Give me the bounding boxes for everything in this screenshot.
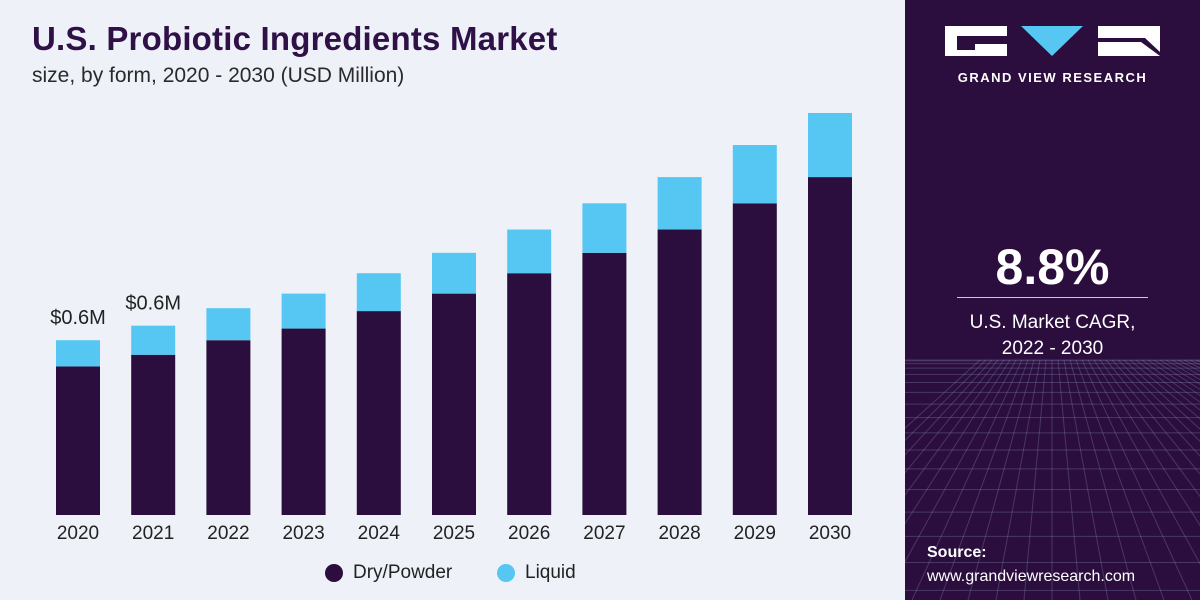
grid-line	[905, 359, 1005, 496]
chart-panel: U.S. Probiotic Ingredients Market size, …	[0, 20, 905, 592]
legend-item-dry-powder: Dry/Powder	[325, 562, 452, 584]
legend-swatch	[497, 564, 515, 582]
grid-line	[1081, 359, 1193, 600]
bar-liquid-2026	[507, 229, 552, 274]
legend-item-liquid: Liquid	[497, 562, 576, 584]
x-tick-label: 2029	[734, 523, 776, 544]
side-panel: GRAND VIEW RESEARCH 8.8% U.S. Market CAG…	[905, 0, 1200, 600]
grid-line	[1123, 359, 1200, 430]
grid-line	[1087, 359, 1200, 565]
grid-line	[1099, 359, 1200, 498]
data-label: $0.6M	[50, 307, 106, 329]
bar-liquid-2030	[808, 113, 852, 178]
x-tick-label: 2023	[282, 523, 324, 544]
brand-name: GRAND VIEW RESEARCH	[957, 70, 1148, 85]
source-url: www.grandviewresearch.com	[927, 568, 1136, 585]
chart-legend: Dry/Powder Liquid	[0, 562, 905, 592]
chart-subtitle: size, by form, 2020 - 2030 (USD Million)	[32, 64, 405, 87]
x-tick-label: 2024	[358, 523, 401, 544]
x-tick-label: 2028	[658, 523, 700, 544]
bar-dry-powder-2021	[131, 354, 176, 515]
grid-line	[1195, 359, 1200, 363]
grid-line	[1117, 359, 1200, 443]
grid-line	[905, 359, 1017, 563]
cagr-value: 8.8%	[995, 239, 1110, 295]
bar-liquid-2024	[356, 273, 401, 312]
grid-line	[911, 359, 1023, 600]
bar-liquid-2023	[281, 293, 326, 329]
legend-label: Liquid	[525, 562, 576, 583]
grid-line	[905, 359, 981, 429]
bar-dry-powder-2028	[657, 229, 702, 516]
bar-dry-powder-2026	[507, 273, 552, 515]
cagr-label-line-1: U.S. Market CAGR,	[969, 312, 1136, 333]
grid-line	[967, 359, 1035, 600]
cagr-label: U.S. Market CAGR, 2022 - 2030	[905, 310, 1200, 362]
divider	[957, 297, 1148, 298]
grid-line	[905, 359, 987, 442]
grid-line	[1023, 359, 1047, 600]
bar-dry-powder-2023	[281, 328, 326, 515]
grid-line	[1159, 359, 1200, 385]
bar-dry-powder-2024	[356, 311, 401, 515]
grand-view-research-logo	[945, 26, 1160, 56]
grid-line	[1135, 359, 1200, 411]
grid-line	[905, 359, 1011, 525]
bar-liquid-2021	[131, 325, 176, 355]
grid-line	[1075, 359, 1165, 600]
grid-line	[1177, 359, 1200, 372]
grid-line	[1111, 359, 1200, 457]
data-label: $0.6M	[125, 293, 181, 315]
grid-line	[1093, 359, 1200, 527]
bar-liquid-2022	[206, 308, 251, 341]
grid-line	[1153, 359, 1200, 391]
bar-dry-powder-2029	[732, 203, 777, 515]
grid-line	[1105, 359, 1200, 475]
bar-liquid-2029	[732, 145, 777, 204]
grid-line	[939, 359, 1029, 600]
x-tick-label: 2025	[433, 523, 475, 544]
grid-line	[995, 359, 1041, 600]
bar-liquid-2020	[56, 340, 100, 367]
grid-line	[1057, 359, 1081, 600]
cagr-label-line-2: 2022 - 2030	[1001, 338, 1104, 359]
legend-swatch	[325, 564, 343, 582]
bar-dry-powder-2022	[206, 340, 251, 515]
grid-line	[1129, 359, 1200, 420]
bar-dry-powder-2030	[808, 177, 852, 515]
bar-liquid-2028	[657, 177, 702, 230]
source-title: Source:	[927, 544, 987, 561]
grid-line	[1141, 359, 1200, 403]
grid-line	[905, 359, 999, 474]
bar-dry-powder-2027	[582, 252, 627, 515]
grid-line	[905, 359, 993, 456]
grid-line	[1063, 359, 1109, 600]
x-tick-label: 2021	[132, 523, 174, 544]
stacked-bar-chart: 2020 2021 2022 2023 2024 2025 2026 2027 2028 2029…	[50, 113, 852, 544]
bar-liquid-2025	[432, 252, 476, 294]
x-tick-label: 2022	[207, 523, 249, 544]
wireframe-grid-decoration	[905, 359, 1200, 600]
grid-line	[1069, 359, 1137, 600]
x-tick-label: 2026	[508, 523, 550, 544]
bar-liquid-2027	[582, 203, 627, 253]
x-tick-label: 2030	[809, 523, 851, 544]
legend-label: Dry/Powder	[353, 562, 453, 583]
bar-dry-powder-2025	[432, 293, 476, 515]
chart-title: U.S. Probiotic Ingredients Market	[32, 20, 558, 57]
grid-line	[1171, 359, 1200, 376]
bar-dry-powder-2020	[56, 366, 100, 515]
x-tick-label: 2027	[583, 523, 625, 544]
x-tick-label: 2020	[57, 523, 99, 544]
